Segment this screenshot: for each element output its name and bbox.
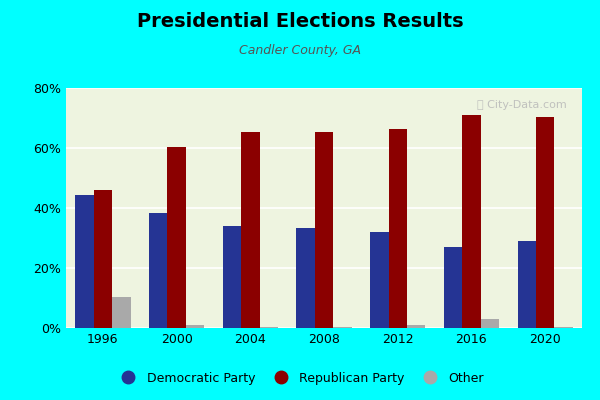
Bar bbox=[296, 228, 315, 328]
Bar bbox=[517, 241, 536, 328]
Bar bbox=[462, 115, 481, 328]
Bar bbox=[186, 325, 204, 328]
Bar bbox=[315, 132, 333, 328]
Bar bbox=[370, 232, 389, 328]
Bar bbox=[94, 190, 112, 328]
Bar bbox=[75, 194, 94, 328]
Text: Candler County, GA: Candler County, GA bbox=[239, 44, 361, 57]
Bar bbox=[241, 132, 260, 328]
Bar bbox=[481, 319, 499, 328]
Bar bbox=[260, 326, 278, 328]
Bar bbox=[167, 146, 186, 328]
Bar bbox=[389, 128, 407, 328]
Legend: Democratic Party, Republican Party, Other: Democratic Party, Republican Party, Othe… bbox=[111, 367, 489, 390]
Bar bbox=[112, 296, 131, 328]
Text: Ⓜ City-Data.com: Ⓜ City-Data.com bbox=[477, 100, 566, 110]
Bar bbox=[223, 226, 241, 328]
Bar bbox=[149, 212, 167, 328]
Bar bbox=[333, 326, 352, 328]
Bar bbox=[444, 247, 462, 328]
Bar bbox=[407, 325, 425, 328]
Bar bbox=[536, 116, 554, 328]
Bar bbox=[554, 326, 573, 328]
Text: Presidential Elections Results: Presidential Elections Results bbox=[137, 12, 463, 31]
